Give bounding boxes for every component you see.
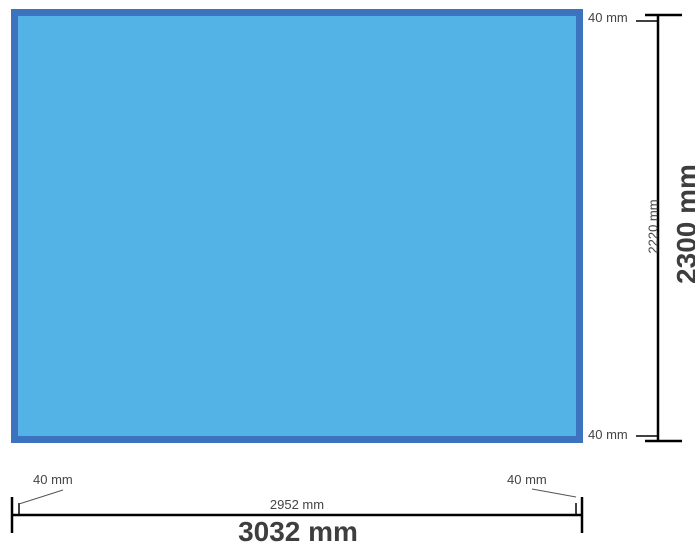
bottom-margin-label: 40 mm	[588, 427, 628, 442]
left-margin-label: 40 mm	[33, 472, 73, 487]
top-margin-label: 40 mm	[588, 10, 628, 25]
vertical-inner-label: 2220 mm	[645, 199, 661, 254]
horizontal-inner-label: 2952 mm	[269, 497, 325, 512]
vertical-total-label: 2300 mm	[671, 164, 695, 284]
right-margin-label: 40 mm	[507, 472, 547, 487]
panel-frame	[11, 9, 583, 443]
left-margin-leader	[18, 489, 64, 505]
right-margin-leader	[531, 488, 577, 498]
panel-fill	[18, 16, 576, 436]
horizontal-total-label: 3032 mm	[238, 516, 358, 547]
